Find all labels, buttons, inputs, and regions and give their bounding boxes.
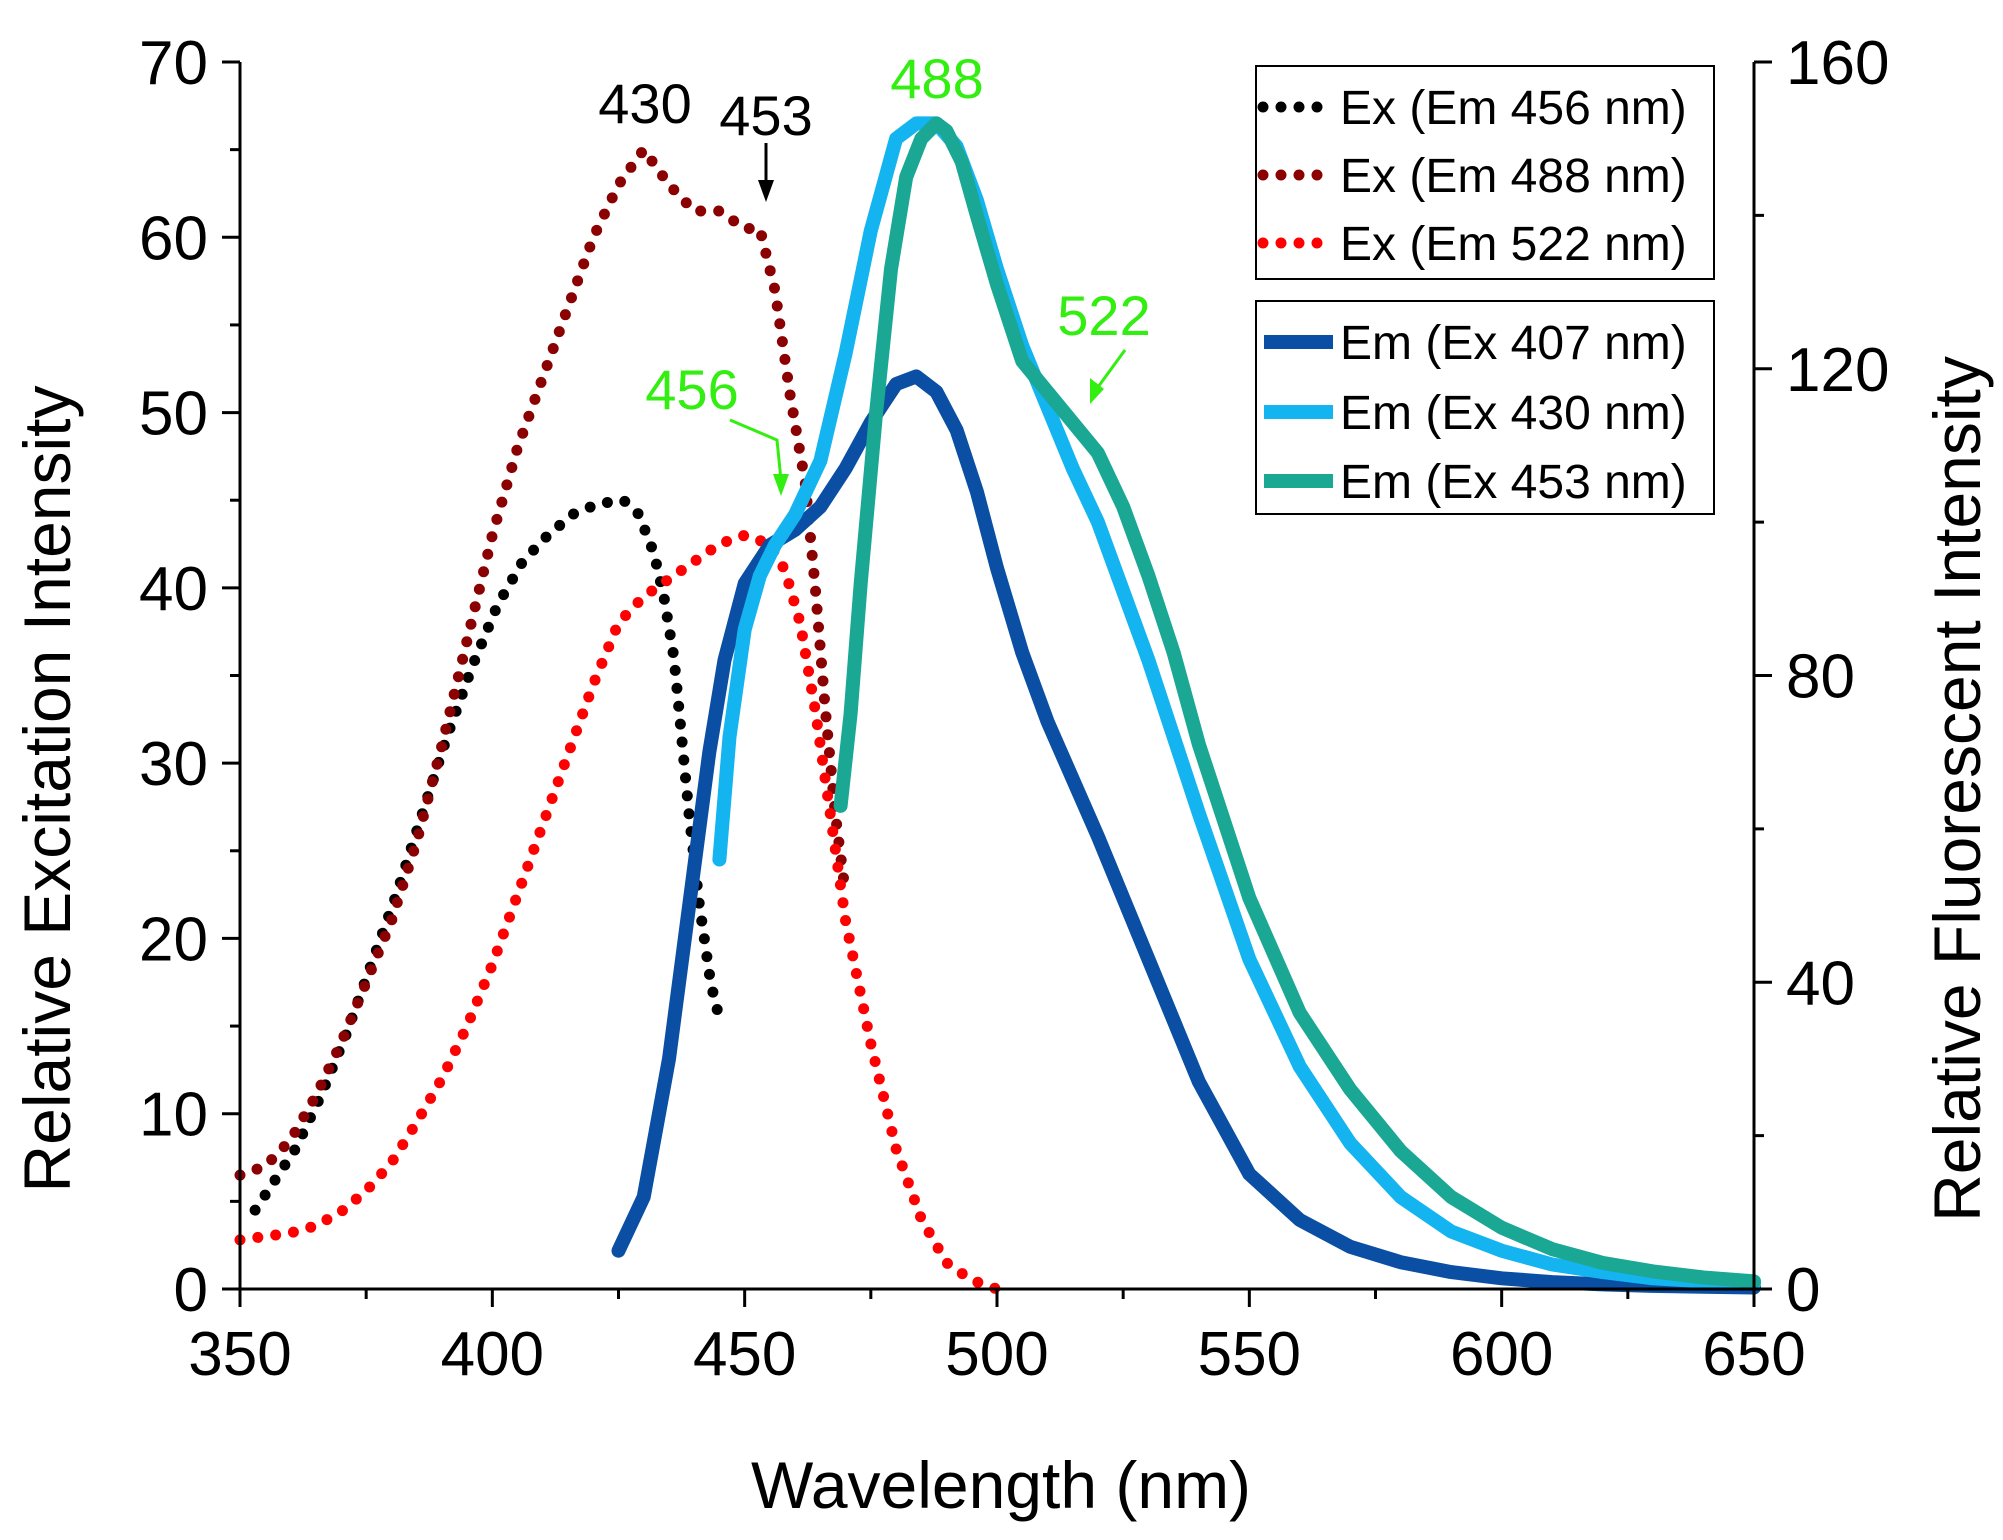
legend-label-ex-488: Ex (Em 488 nm) [1340,150,1687,203]
annotation-488: 488 [890,47,983,110]
x-tick-label: 650 [1702,1320,1805,1389]
series-em-ex-453-nm [833,116,1761,1289]
series-em-ex-430-nm [712,116,1761,1291]
legend-entry-ex-456: Ex (Em 456 nm) [1257,82,1687,135]
legend-label-ex-522: Ex (Em 522 nm) [1340,218,1687,271]
legend-label-em-453: Em (Ex 453 nm) [1340,456,1687,509]
annotation-522: 522 [1057,284,1150,347]
annotation-522-arrow [1090,349,1127,404]
y-right-tick-label: 160 [1786,29,1889,98]
annotation-430: 430 [598,72,691,135]
legend-excitation: Ex (Em 456 nm) Ex (Em 488 nm) Ex (Em 522… [1255,65,1715,280]
legend-entry-em-407: Em (Ex 407 nm) [1264,317,1687,370]
axes-layer [222,60,1772,1307]
legend-entry-em-430: Em (Ex 430 nm) [1264,387,1687,440]
series-ex-em-522-nm [234,529,1003,1295]
y-axis-right-title: Relative Fluorescent Intensity [1920,356,1994,1222]
legend-emission: Em (Ex 407 nm) Em (Ex 430 nm) Em (Ex 453… [1255,300,1715,515]
x-tick-label: 400 [441,1320,544,1389]
y-left-tick-label: 0 [174,1256,208,1325]
x-tick-label: 500 [945,1320,1048,1389]
annotation-456: 456 [645,358,738,421]
y-right-tick-label: 80 [1786,643,1855,712]
y-right-tick-label: 40 [1786,949,1855,1018]
y-left-tick-label: 30 [139,730,208,799]
annotation-456-arrow [729,418,789,496]
annotation-453-arrow [758,143,774,202]
x-tick-label: 450 [693,1320,796,1389]
legend-label-ex-456: Ex (Em 456 nm) [1340,82,1687,135]
y-right-tick-label: 0 [1786,1256,1820,1325]
y-left-tick-label: 70 [139,29,208,98]
annotation-453: 453 [719,84,812,147]
series-layer [234,116,1761,1295]
series-em-ex-407-nm [611,369,1761,1295]
legend-label-em-430: Em (Ex 430 nm) [1340,387,1687,440]
y-left-tick-label: 20 [139,905,208,974]
y-left-tick-label: 60 [139,204,208,273]
y-left-tick-label: 50 [139,380,208,449]
x-tick-label: 600 [1450,1320,1553,1389]
legend-label-em-407: Em (Ex 407 nm) [1340,317,1687,370]
legend-entry-em-453: Em (Ex 453 nm) [1264,456,1687,509]
y-axis-left-title: Relative Excitation Intensity [10,385,84,1192]
legend-excitation-box [1255,65,1715,280]
annotations: 430 453 488 456 522 [598,47,1151,496]
tick-labels: 350 400 450 500 550 600 6500102030405060700408… [139,29,1889,1389]
legend-entry-ex-488: Ex (Em 488 nm) [1257,150,1687,203]
series-ex-em-456-nm [249,494,725,1216]
x-axis-title: Wavelength (nm) [751,1448,1251,1522]
y-right-tick-label: 120 [1786,336,1889,405]
y-left-tick-label: 40 [139,555,208,624]
y-left-tick-label: 10 [139,1081,208,1150]
x-tick-label: 350 [188,1320,291,1389]
series-ex-em-488-nm [234,144,852,1181]
x-tick-label: 550 [1198,1320,1301,1389]
legend-entry-ex-522: Ex (Em 522 nm) [1257,218,1687,271]
